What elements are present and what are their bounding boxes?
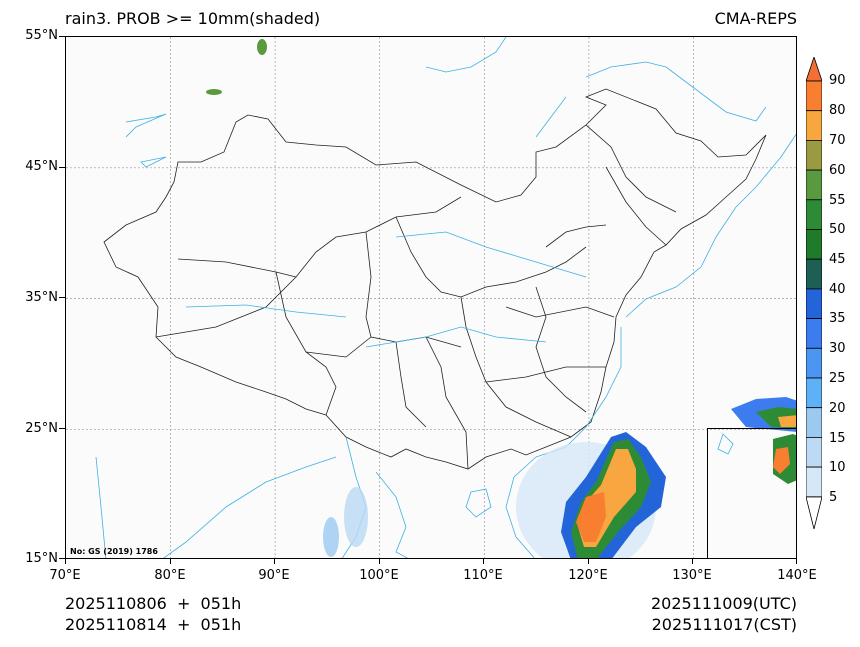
y-tick-mark bbox=[59, 558, 65, 559]
plot-title-left: rain3. PROB >= 10mm(shaded) bbox=[65, 9, 321, 28]
colorbar-label-45: 45 bbox=[829, 252, 846, 267]
colorbar-label-25: 25 bbox=[829, 371, 846, 386]
colorbar-label-15: 15 bbox=[829, 431, 846, 446]
coastlines bbox=[95, 37, 796, 558]
y-tick-mark bbox=[59, 167, 65, 168]
x-tick-110e: 110°E bbox=[463, 568, 503, 583]
x-tick-mark bbox=[274, 559, 275, 564]
x-tick-mark bbox=[692, 559, 693, 564]
colorbar-label-35: 35 bbox=[829, 311, 846, 326]
x-tick-mark bbox=[170, 559, 171, 564]
colorbar-label-20: 20 bbox=[829, 401, 846, 416]
colorbar-label-80: 80 bbox=[829, 103, 846, 118]
y-tick-45n: 45°N bbox=[25, 159, 58, 174]
x-tick-mark bbox=[588, 559, 589, 564]
colorbar-label-40: 40 bbox=[829, 282, 846, 297]
colorbar-label-10: 10 bbox=[829, 460, 846, 475]
colorbar-label-60: 60 bbox=[829, 163, 846, 178]
colorbar bbox=[806, 57, 822, 530]
x-tick-100e: 100°E bbox=[359, 568, 399, 583]
init-time-block: 2025110806 + 051h 2025110814 + 051h bbox=[65, 593, 241, 635]
y-tick-35n: 35°N bbox=[25, 290, 58, 305]
colorbar-label-30: 30 bbox=[829, 341, 846, 356]
y-tick-mark bbox=[59, 297, 65, 298]
typhoon-precip-shading bbox=[206, 39, 796, 558]
map-canvas bbox=[66, 37, 796, 558]
y-tick-15n: 15°N bbox=[25, 551, 58, 566]
colorbar-label-5: 5 bbox=[829, 490, 838, 505]
y-tick-25n: 25°N bbox=[25, 421, 58, 436]
x-tick-120e: 120°E bbox=[568, 568, 608, 583]
map-approval-note: No: GS (2019) 1786 bbox=[70, 547, 158, 556]
china-border bbox=[103, 88, 767, 470]
init-time-cst: 2025110814 + 051h bbox=[65, 615, 242, 634]
x-tick-mark bbox=[796, 559, 797, 564]
inset-map bbox=[717, 433, 796, 484]
y-tick-55n: 55°N bbox=[25, 28, 58, 43]
colorbar-label-55: 55 bbox=[829, 193, 846, 208]
colorbar-label-50: 50 bbox=[829, 222, 846, 237]
colorbar-label-90: 90 bbox=[829, 73, 846, 88]
x-tick-140e: 140°E bbox=[777, 568, 817, 583]
y-tick-mark bbox=[59, 36, 65, 37]
map-panel: No: GS (2019) 1786 bbox=[65, 36, 797, 559]
x-tick-130e: 130°E bbox=[672, 568, 712, 583]
x-tick-90e: 90°E bbox=[258, 568, 290, 583]
valid-time-cst: 2025111017(CST) bbox=[651, 615, 797, 634]
colorbar-label-70: 70 bbox=[829, 133, 846, 148]
valid-time-utc: 2025111009(UTC) bbox=[651, 594, 797, 613]
x-tick-mark bbox=[65, 559, 66, 564]
x-tick-80e: 80°E bbox=[154, 568, 186, 583]
y-tick-mark bbox=[59, 428, 65, 429]
valid-time-block: 2025111009(UTC) 2025111017(CST) bbox=[651, 593, 797, 635]
x-tick-mark bbox=[483, 559, 484, 564]
init-time-utc: 2025110806 + 051h bbox=[65, 594, 242, 613]
x-tick-mark bbox=[379, 559, 380, 564]
gridlines bbox=[66, 37, 796, 558]
plot-title-right: CMA-REPS bbox=[714, 9, 797, 28]
x-tick-70e: 70°E bbox=[49, 568, 81, 583]
south-china-sea-inset bbox=[707, 428, 796, 558]
